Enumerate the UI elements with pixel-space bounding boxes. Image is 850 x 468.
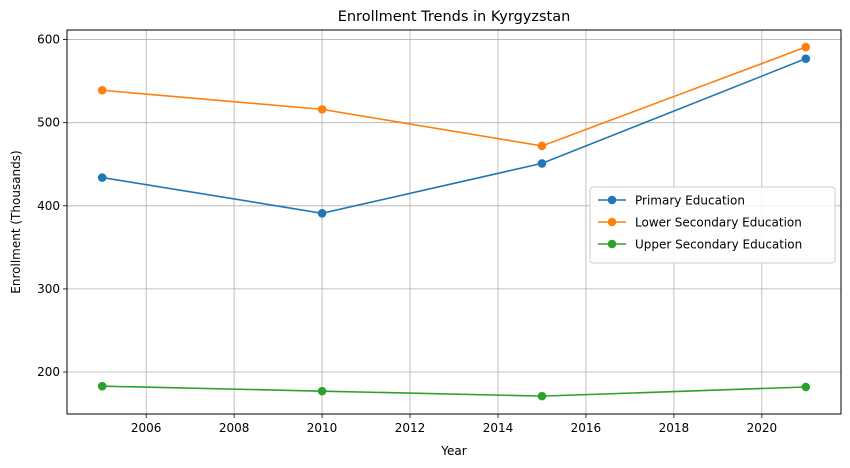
axis-ticks: 2006 2008 2010 2012 2014 2016 2018 2020 200 300 40… <box>37 33 777 435</box>
data-point <box>317 386 327 396</box>
y-tick-label: 200 <box>37 365 60 379</box>
y-tick-label: 500 <box>37 116 60 130</box>
x-tick-label: 2012 <box>395 421 426 435</box>
legend-label: Upper Secondary Education <box>635 238 802 252</box>
data-point <box>317 105 327 114</box>
data-point <box>537 141 547 151</box>
x-tick-label: 2008 <box>219 421 250 435</box>
y-tick-label: 600 <box>37 33 60 47</box>
x-tick-label: 2010 <box>307 421 338 435</box>
legend-swatch-marker <box>607 195 617 205</box>
series-line-2 <box>102 385 806 397</box>
legend-box <box>589 186 836 264</box>
x-tick-label: 2016 <box>571 421 602 435</box>
legend-swatch-marker <box>607 217 617 227</box>
y-tick-label: 300 <box>37 282 60 296</box>
x-tick-label: 2014 <box>483 421 514 435</box>
data-point <box>801 54 811 63</box>
data-point <box>537 159 547 168</box>
x-tick-label: 2020 <box>747 421 778 435</box>
data-point <box>537 391 547 401</box>
data-point <box>801 382 811 392</box>
series-line-0 <box>102 57 807 215</box>
series-group <box>97 42 811 401</box>
legend: Primary Education Lower Secondary Educati… <box>589 186 836 264</box>
series-line-1 <box>102 46 807 147</box>
chart-title: Enrollment Trends in Kyrgyzstan <box>338 9 571 25</box>
y-tick-label: 400 <box>37 199 60 213</box>
legend-label: Primary Education <box>635 194 745 208</box>
data-point <box>317 208 327 218</box>
data-point <box>801 42 811 52</box>
y-axis-label: Enrollment (Thousands) <box>9 150 23 293</box>
data-point <box>97 173 107 182</box>
x-axis-label: Year <box>440 444 466 458</box>
data-point <box>97 85 107 95</box>
x-tick-label: 2018 <box>659 421 690 435</box>
legend-swatch-marker <box>607 239 617 249</box>
data-point <box>97 381 107 391</box>
x-tick-label: 2006 <box>131 421 162 435</box>
legend-label: Lower Secondary Education <box>635 216 802 230</box>
plot-frame <box>66 29 842 415</box>
